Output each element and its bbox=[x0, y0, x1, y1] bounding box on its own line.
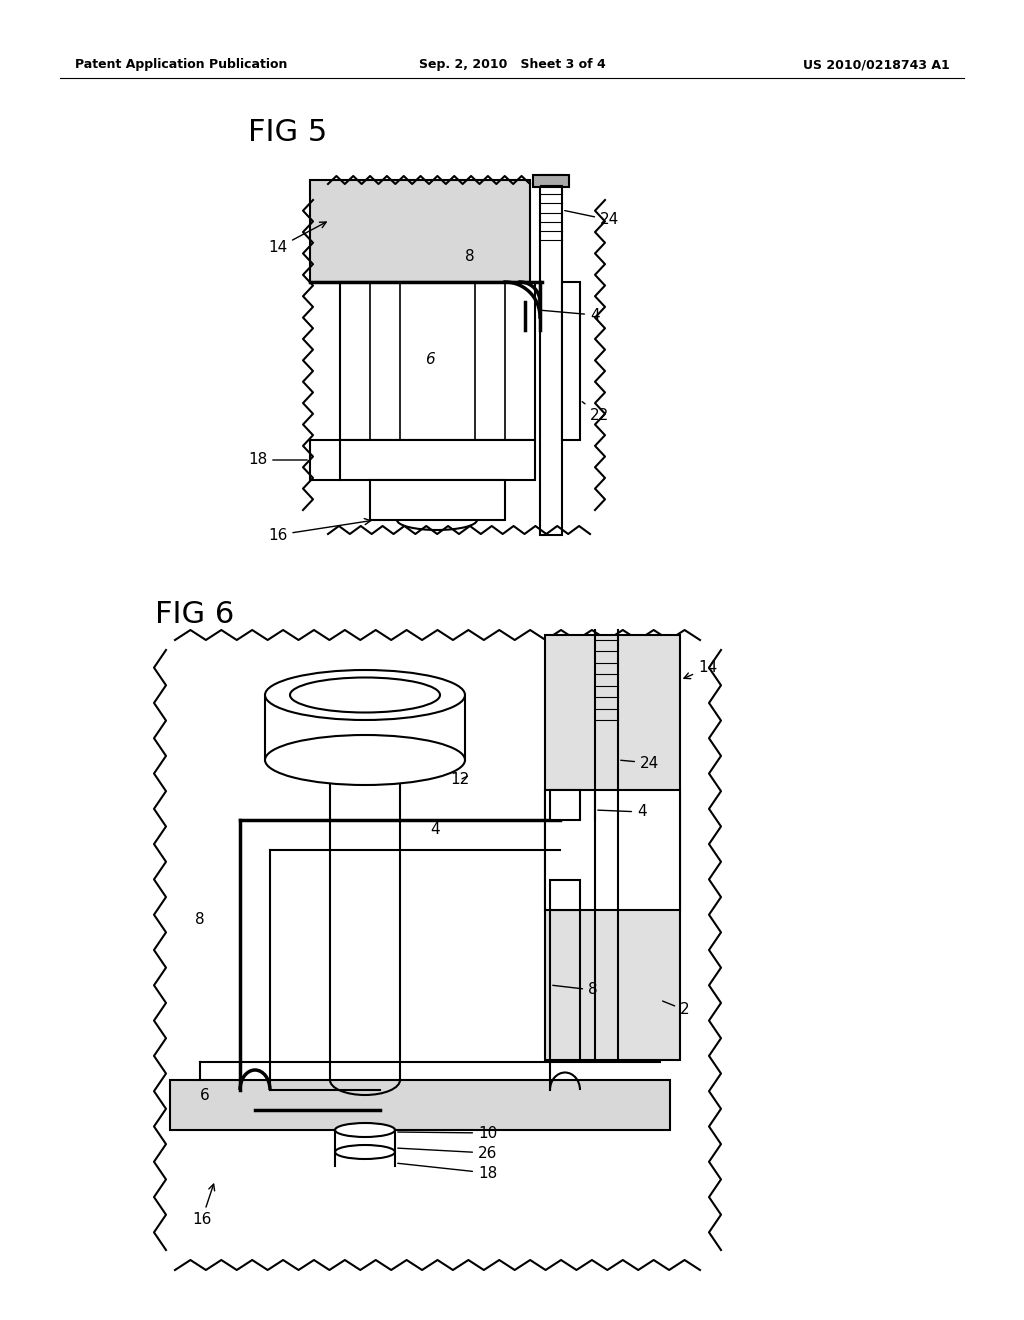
Text: 8: 8 bbox=[465, 249, 475, 264]
Text: 4: 4 bbox=[541, 308, 600, 322]
Bar bbox=[550, 880, 580, 909]
Text: 4: 4 bbox=[430, 822, 439, 837]
Bar bbox=[562, 282, 580, 440]
Text: FIG 5: FIG 5 bbox=[248, 117, 328, 147]
Text: Sep. 2, 2010   Sheet 3 of 4: Sep. 2, 2010 Sheet 3 of 4 bbox=[419, 58, 605, 71]
Text: FIG 6: FIG 6 bbox=[155, 601, 234, 630]
Bar bbox=[545, 789, 680, 909]
Text: 18: 18 bbox=[248, 453, 307, 467]
Text: 8: 8 bbox=[553, 982, 598, 998]
Bar bbox=[310, 180, 530, 282]
Text: 10: 10 bbox=[397, 1126, 498, 1140]
Text: 8: 8 bbox=[195, 912, 205, 928]
Bar bbox=[540, 176, 562, 535]
Bar bbox=[310, 440, 535, 480]
Text: 6: 6 bbox=[425, 352, 435, 367]
Ellipse shape bbox=[290, 677, 440, 713]
Ellipse shape bbox=[265, 671, 465, 719]
Bar bbox=[534, 176, 569, 187]
Bar bbox=[340, 282, 535, 440]
Text: 22: 22 bbox=[583, 401, 609, 422]
Text: 26: 26 bbox=[397, 1146, 498, 1160]
Ellipse shape bbox=[335, 1144, 395, 1159]
Text: 14: 14 bbox=[684, 660, 717, 678]
Text: 4: 4 bbox=[598, 804, 646, 820]
Ellipse shape bbox=[335, 1123, 395, 1137]
Text: US 2010/0218743 A1: US 2010/0218743 A1 bbox=[803, 58, 950, 71]
Text: 24: 24 bbox=[621, 755, 659, 771]
Bar bbox=[545, 635, 680, 1060]
Text: 16: 16 bbox=[268, 519, 371, 543]
Bar bbox=[550, 789, 580, 820]
Text: 6: 6 bbox=[200, 1088, 210, 1102]
Bar bbox=[170, 1080, 670, 1130]
Text: 12: 12 bbox=[450, 772, 469, 788]
Bar bbox=[370, 480, 505, 520]
Text: 18: 18 bbox=[397, 1163, 498, 1180]
Ellipse shape bbox=[265, 735, 465, 785]
Text: 2: 2 bbox=[663, 1001, 689, 1018]
Text: 14: 14 bbox=[268, 222, 327, 256]
Text: Patent Application Publication: Patent Application Publication bbox=[75, 58, 288, 71]
Text: 24: 24 bbox=[564, 211, 620, 227]
Text: 16: 16 bbox=[193, 1184, 215, 1228]
